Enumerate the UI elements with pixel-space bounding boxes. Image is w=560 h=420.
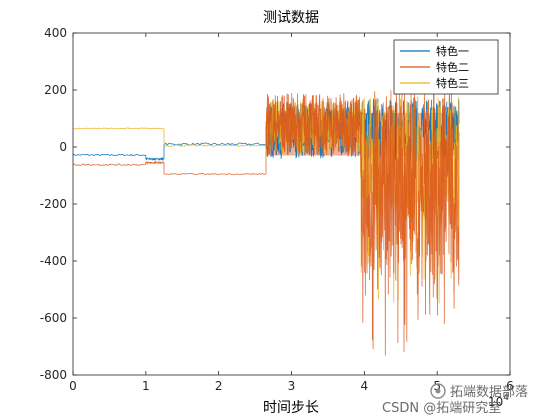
legend-entry: 特色三: [436, 76, 469, 90]
watermark-icon-dot: [435, 388, 441, 394]
x-tick-label: 4: [361, 379, 369, 393]
x-tick-label: 6: [506, 379, 514, 393]
y-tick-label: -600: [40, 311, 67, 325]
y-tick-label: -200: [40, 197, 67, 211]
chart-title: 测试数据: [263, 10, 319, 26]
y-tick-label: 0: [59, 140, 67, 154]
x-axis: 0 1 2 3 4 5 6: [69, 33, 514, 393]
y-tick-label: -400: [40, 254, 67, 268]
watermark-icon: [430, 383, 446, 399]
y-tick-label: 200: [44, 83, 67, 97]
y-tick-label: 400: [44, 26, 67, 40]
x-tick-label: 1: [142, 379, 150, 393]
data-series: [73, 88, 460, 356]
legend-entry: 特色一: [436, 44, 469, 58]
watermark-text-2: CSDN @拓端研究室: [382, 400, 501, 416]
x-tick-label: 3: [288, 379, 296, 393]
x-exponent-base: 10: [488, 395, 503, 409]
x-axis-exponent: 104: [488, 393, 509, 409]
y-axis: -800 -600 -400 -200 0 200 400: [40, 26, 510, 382]
x-axis-label: 时间步长: [263, 400, 319, 416]
series-line-2: [73, 88, 460, 356]
x-tick-label: 2: [215, 379, 223, 393]
x-exponent-power: 4: [503, 393, 509, 403]
x-tick-label: 5: [433, 379, 441, 393]
legend-entry: 特色二: [436, 60, 469, 74]
y-tick-label: -800: [40, 368, 67, 382]
x-tick-label: 0: [69, 379, 77, 393]
watermark: 拓端数据部落 CSDN @拓端研究室: [382, 383, 528, 416]
watermark-text-1: 拓端数据部落: [450, 385, 528, 400]
series-line-3: [73, 96, 460, 304]
